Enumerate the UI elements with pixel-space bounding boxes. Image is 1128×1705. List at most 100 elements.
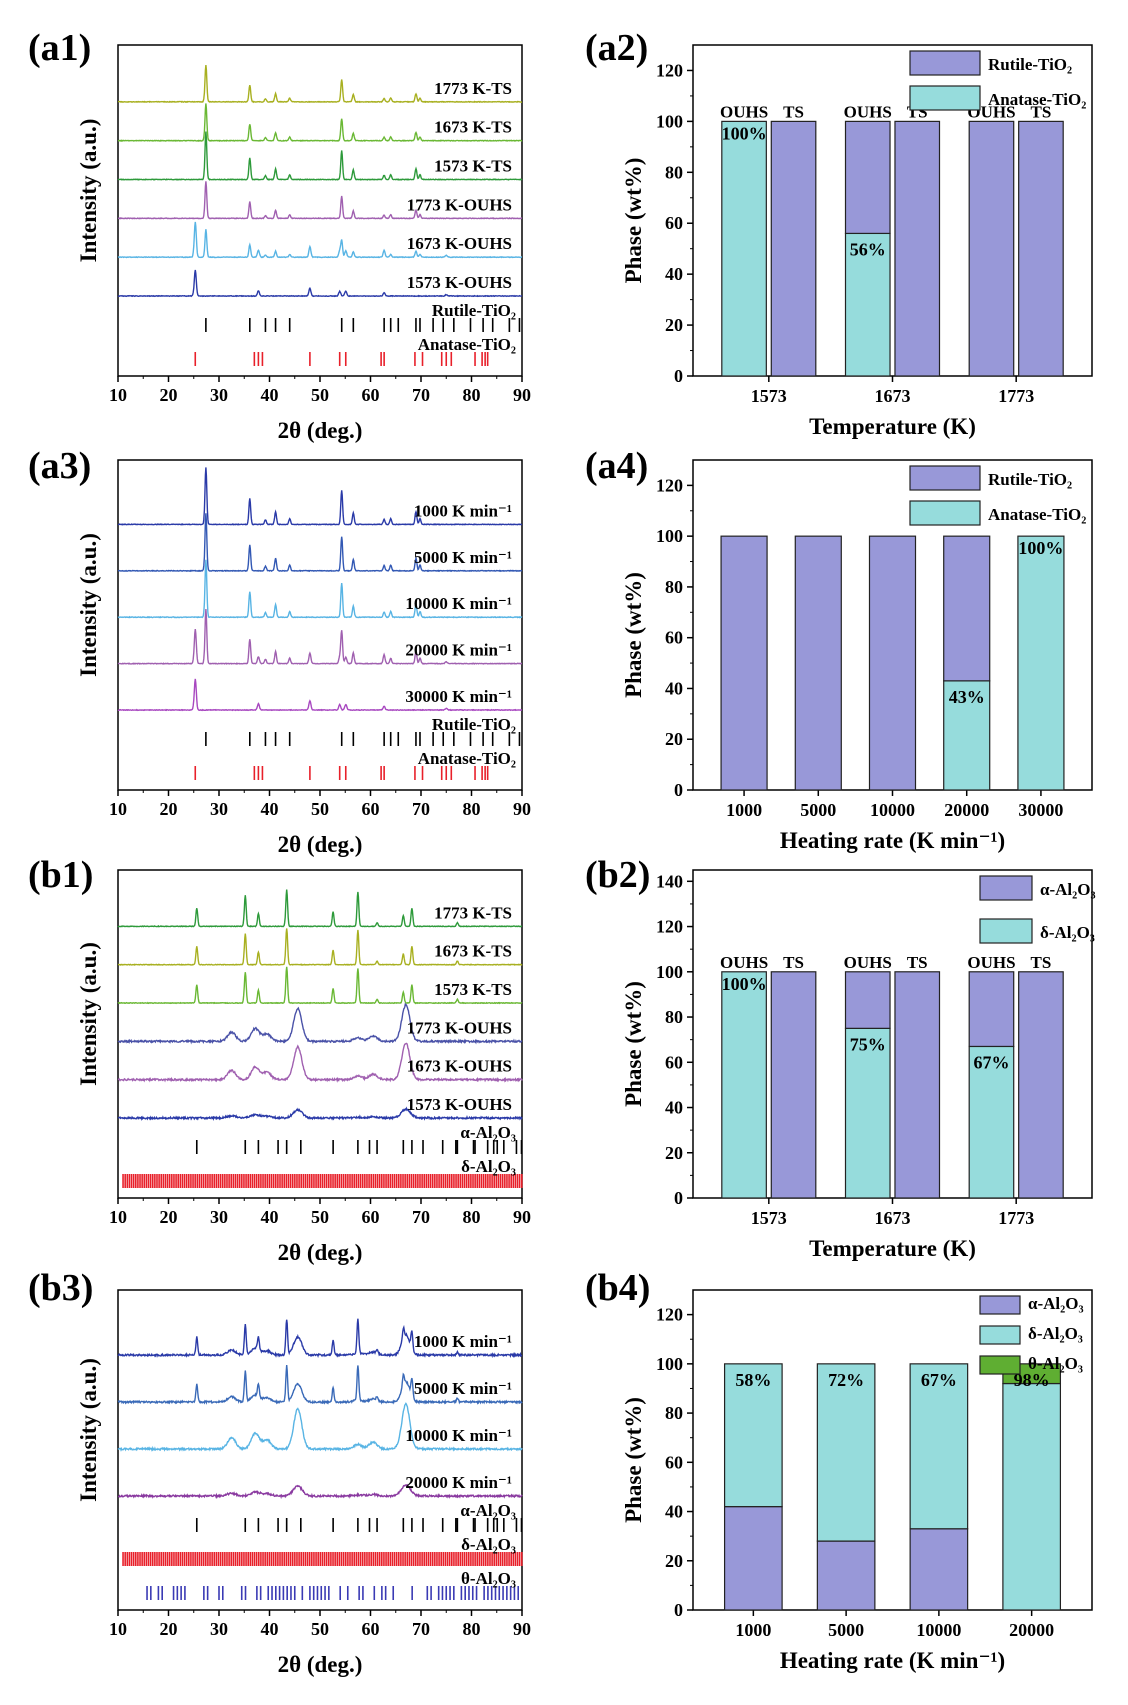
- bar-value-label: 100%: [722, 123, 767, 143]
- pattern-label: 1773 K-OUHS: [407, 195, 512, 214]
- y-tick-label: 40: [665, 264, 683, 284]
- bar-sub-label: OUHS: [844, 102, 892, 121]
- panel-b4: (b4) 0 20 40 60 80 100 120 Phase (wt%) Heating ra…: [585, 1267, 1093, 1673]
- y-tick-label: 100: [656, 1354, 683, 1374]
- legend-swatch: [979, 1325, 1021, 1345]
- panel-label-b4: (b4): [585, 1267, 650, 1309]
- x-tick-label: 20: [160, 1619, 178, 1639]
- bar-segment-anatase: [816, 1363, 876, 1542]
- bar-segment-rutile: [720, 535, 768, 791]
- xrd-pattern-line: [117, 131, 523, 181]
- bar-segment-anatase: [721, 120, 767, 377]
- x-category-label: 1673: [875, 386, 911, 406]
- x-axis-title: 2θ (deg.): [278, 418, 363, 443]
- reference-ticks: [205, 318, 521, 332]
- x-axis-title: Temperature (K): [809, 414, 976, 439]
- bar-segment-rutile: [844, 120, 891, 235]
- legend-label: α-Al₂O₃: [1040, 880, 1096, 899]
- bar-segment-anatase: [1017, 535, 1065, 791]
- x-category-label: 1000: [735, 1620, 771, 1640]
- xrd-pattern-line: [117, 1042, 523, 1083]
- x-tick-label: 30: [210, 1619, 228, 1639]
- bar-segment-rutile: [968, 971, 1015, 1048]
- bar-value-label: 100%: [722, 974, 767, 994]
- bar-sub-label: OUHS: [720, 953, 768, 972]
- x-tick-label: 10: [109, 1207, 127, 1227]
- xrd-pattern-line: [117, 608, 522, 665]
- pattern-label: 1673 K-TS: [434, 942, 512, 961]
- y-tick-label: 100: [656, 111, 683, 131]
- x-tick-label: 70: [412, 799, 430, 819]
- legend-swatch: [979, 875, 1033, 901]
- panel-label-a1: (a1): [28, 27, 91, 69]
- legend-swatch: [909, 85, 981, 111]
- y-tick-label: 60: [665, 213, 683, 233]
- y-tick-label: 100: [656, 526, 683, 546]
- xrd-pattern-line: [118, 467, 523, 526]
- reference-label: δ-Al₂O₃: [461, 1535, 516, 1554]
- xrd-pattern-line: [117, 1365, 523, 1405]
- xrd-pattern-line: [117, 1002, 523, 1045]
- x-tick-label: 10: [109, 385, 127, 405]
- xrd-pattern-line: [117, 221, 522, 259]
- x-tick-label: 30: [210, 385, 228, 405]
- panel-a4: (a4) 0 20 40 60 80 100 120 Phase (wt%) Heating ra…: [585, 445, 1093, 853]
- y-tick-label: 140: [656, 871, 683, 891]
- reference-label: Rutile-TiO₂: [432, 301, 516, 320]
- x-tick-label: 60: [362, 1619, 380, 1639]
- x-axis-title: Heating rate (K min⁻¹): [780, 828, 1005, 853]
- bar-value-label: 58%: [735, 1370, 771, 1390]
- y-tick-label: 20: [665, 1551, 683, 1571]
- bar-value-label: 100%: [1018, 538, 1063, 558]
- bar-sub-label: TS: [1031, 953, 1052, 972]
- bar-sub-label: OUHS: [967, 953, 1015, 972]
- x-tick-label: 80: [463, 1207, 481, 1227]
- x-category-label: 5000: [800, 800, 836, 820]
- pattern-label: 1573 K-OUHS: [407, 1095, 512, 1114]
- bar-value-label: 72%: [828, 1370, 864, 1390]
- bar-segment-rutile: [1018, 120, 1064, 377]
- y-axis-title: Intensity (a.u.): [76, 119, 101, 263]
- bar-segment-anatase: [1002, 1382, 1062, 1611]
- pattern-label: 1573 K-TS: [434, 980, 512, 999]
- pattern-label: 1773 K-TS: [434, 903, 512, 922]
- pattern-label: 1773 K-TS: [434, 79, 512, 98]
- y-tick-label: 120: [656, 60, 683, 80]
- pattern-label: 1573 K-TS: [434, 157, 512, 176]
- x-tick-label: 80: [463, 1619, 481, 1639]
- legend: α-Al₂O₃ δ-Al₂O₃ θ-Al₂O₃: [979, 1294, 1084, 1375]
- bar-value-label: 67%: [973, 1052, 1009, 1072]
- bar-segment-rutile: [770, 971, 817, 1199]
- panel-label-a2: (a2): [585, 27, 648, 69]
- x-category-label: 10000: [916, 1620, 961, 1640]
- xrd-pattern-line: [117, 1318, 523, 1359]
- x-axis-title: 2θ (deg.): [278, 1652, 363, 1677]
- legend-swatch: [909, 50, 981, 76]
- bar-segment-rutile: [844, 971, 891, 1029]
- x-tick-label: 30: [210, 1207, 228, 1227]
- bar-segment-anatase: [844, 1027, 891, 1199]
- bar-segment-rutile: [1018, 971, 1064, 1199]
- pattern-label: 1773 K-OUHS: [407, 1018, 512, 1037]
- y-tick-label: 80: [665, 577, 683, 597]
- legend-label: α-Al₂O₃: [1028, 1294, 1084, 1313]
- legend-swatch: [979, 918, 1033, 944]
- xrd-pattern-line: [117, 103, 523, 143]
- legend-label: δ-Al₂O₃: [1028, 1324, 1083, 1343]
- panel-label-a4: (a4): [585, 445, 648, 487]
- bar-value-label: 56%: [850, 239, 886, 259]
- reference-ticks: [122, 1174, 523, 1188]
- reference-ticks: [205, 732, 521, 746]
- pattern-label: 10000 K min⁻¹: [405, 594, 512, 613]
- legend-label: Anatase-TiO₂: [988, 90, 1086, 109]
- xrd-pattern-line: [117, 181, 523, 220]
- pattern-label: 5000 K min⁻¹: [414, 1379, 512, 1398]
- x-tick-label: 30: [210, 799, 228, 819]
- x-tick-label: 10: [109, 799, 127, 819]
- reference-ticks: [146, 1586, 520, 1600]
- x-axis-title: Heating rate (K min⁻¹): [780, 1648, 1005, 1673]
- y-tick-label: 40: [665, 1502, 683, 1522]
- x-tick-label: 60: [362, 799, 380, 819]
- y-tick-label: 0: [674, 780, 683, 800]
- bar-segment-rutile: [770, 120, 817, 377]
